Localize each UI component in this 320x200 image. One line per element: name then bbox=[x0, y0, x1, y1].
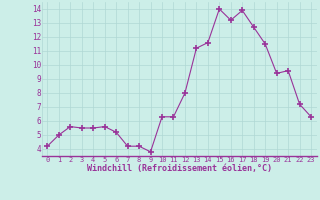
X-axis label: Windchill (Refroidissement éolien,°C): Windchill (Refroidissement éolien,°C) bbox=[87, 164, 272, 173]
